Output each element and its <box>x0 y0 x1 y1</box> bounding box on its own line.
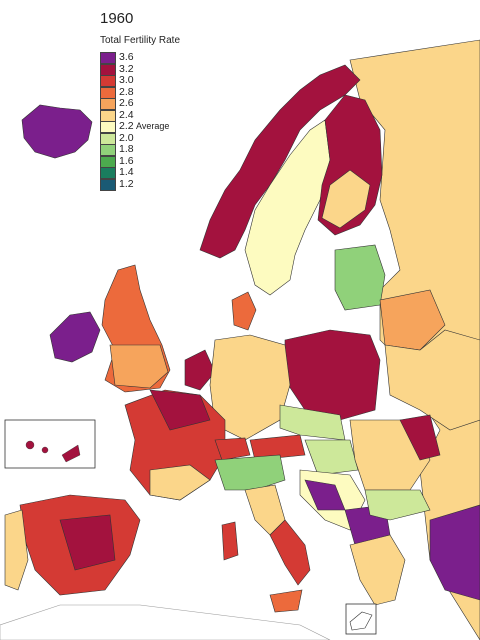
legend-label: 3.0 <box>119 74 134 86</box>
legend-label: 2.2 <box>119 120 134 132</box>
denmark <box>231 291 257 331</box>
legend-label: 3.6 <box>119 51 134 63</box>
ireland <box>49 311 101 363</box>
inset-box-icon <box>4 419 96 469</box>
france-south <box>149 464 211 501</box>
poland <box>284 329 381 421</box>
sardinia <box>221 521 239 561</box>
legend-swatch <box>100 75 116 87</box>
legend-average-label: Average <box>136 121 170 131</box>
italy-south <box>269 519 311 586</box>
czech-slovakia <box>279 404 346 441</box>
legend-label: 2.4 <box>119 108 134 121</box>
legend-swatch <box>100 155 116 168</box>
norway <box>199 64 361 259</box>
cyprus <box>349 611 373 631</box>
bulgaria <box>364 489 431 521</box>
map-subtitle: Total Fertility Rate <box>100 35 181 46</box>
england-south <box>109 344 169 389</box>
france-north <box>149 389 211 431</box>
legend-swatch <box>100 132 116 145</box>
legend-label: 2.6 <box>119 97 134 109</box>
legend-label: 1.6 <box>119 154 134 167</box>
legend-label: 1.8 <box>119 143 134 155</box>
legend-label: 2.8 <box>119 85 134 98</box>
canary-island-2 <box>41 446 49 454</box>
legend-swatch <box>100 86 116 99</box>
legend-label: 3.2 <box>119 62 134 75</box>
baltics <box>334 244 386 311</box>
legend-swatch <box>100 109 116 122</box>
legend-label: 1.4 <box>119 166 134 178</box>
legend-swatch <box>100 167 116 179</box>
spain-center <box>59 514 116 571</box>
belarus <box>379 289 446 351</box>
switzerland <box>214 437 251 461</box>
iceland <box>21 104 93 159</box>
north-africa <box>0 604 331 640</box>
ukraine <box>384 329 480 431</box>
map-title: 1960 <box>100 10 134 27</box>
legend-swatch <box>100 178 116 191</box>
legend-swatch <box>100 52 116 64</box>
hungary <box>304 439 359 476</box>
romania-east <box>399 414 441 461</box>
canary-island-3 <box>61 444 81 463</box>
cyprus-inset-box <box>345 603 377 635</box>
legend-swatch <box>100 63 116 76</box>
legend-label: 1.2 <box>119 177 134 190</box>
greece <box>349 534 406 606</box>
finland-south <box>321 169 371 229</box>
italy-north <box>214 454 286 491</box>
canary-island-1 <box>25 440 35 450</box>
legend-swatch <box>100 144 116 156</box>
netherlands <box>184 349 216 391</box>
legend-swatch <box>100 98 116 110</box>
legend-label: 2.0 <box>119 131 134 144</box>
legend-swatch <box>100 121 116 133</box>
austria <box>249 434 306 461</box>
turkey <box>429 504 480 601</box>
portugal <box>4 509 29 591</box>
sicily <box>269 589 303 613</box>
